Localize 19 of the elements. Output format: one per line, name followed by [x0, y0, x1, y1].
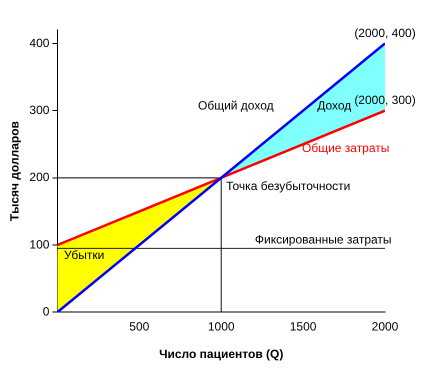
annotation: (2000, 300) — [354, 92, 416, 107]
y-axis-title: Тысяч долларов — [8, 121, 22, 222]
series-label: Общие затраты — [302, 140, 390, 155]
y-tick-label: 300 — [29, 102, 50, 117]
x-tick-label: 1500 — [290, 320, 317, 334]
y-tick-label: 200 — [29, 170, 50, 184]
series-label: Фиксированные затраты — [254, 232, 392, 247]
y-tick-label: 0 — [42, 304, 50, 319]
y-tick-label: 100 — [29, 237, 50, 252]
annotation: (2000, 400) — [354, 26, 416, 40]
annotation: Доход — [317, 98, 352, 113]
x-tick-label: 2000 — [372, 320, 399, 334]
x-axis-title: Число пациентов (Q) — [159, 347, 284, 362]
y-tick-label: 400 — [29, 36, 50, 50]
x-tick-label: 1000 — [208, 320, 235, 334]
series-label: Точка безубыточности — [226, 178, 350, 193]
annotation: Убытки — [64, 248, 104, 262]
annotation: Общий доход — [198, 98, 274, 113]
x-tick-label: 500 — [129, 320, 150, 334]
